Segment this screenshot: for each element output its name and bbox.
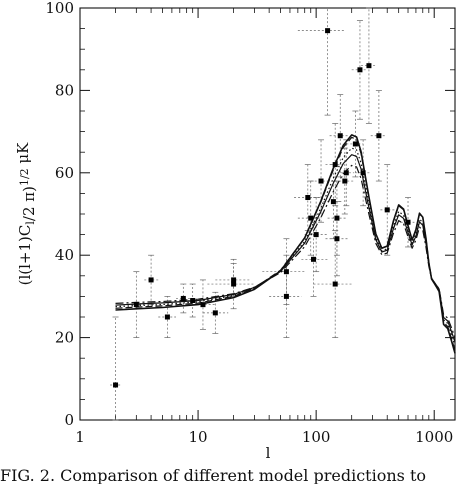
data-point bbox=[190, 298, 196, 304]
data-point bbox=[164, 314, 170, 320]
data-point bbox=[337, 133, 343, 139]
data-point bbox=[148, 277, 154, 283]
data-point bbox=[342, 178, 348, 184]
model-curve-solid bbox=[115, 154, 456, 343]
figure-caption: FIG. 2. Comparison of different model pr… bbox=[0, 466, 426, 484]
data-point bbox=[283, 293, 289, 299]
tick-labels: 1 10 100 1000 0 20 40 60 80 100 bbox=[45, 0, 453, 446]
data-point bbox=[334, 236, 340, 242]
data-point bbox=[313, 232, 319, 238]
data-point bbox=[200, 302, 206, 308]
data-point bbox=[330, 199, 336, 205]
plot-frame bbox=[79, 7, 456, 421]
data-point bbox=[360, 170, 366, 176]
model-curve-dashdot bbox=[115, 164, 456, 338]
x-tick-label: 10 bbox=[189, 428, 208, 446]
x-tick-label: 1000 bbox=[415, 428, 453, 446]
data-point bbox=[305, 195, 311, 201]
data-point bbox=[231, 277, 237, 283]
data-point bbox=[332, 281, 338, 287]
data-point bbox=[352, 141, 358, 147]
data-points bbox=[113, 28, 411, 388]
x-tick-label: 1 bbox=[75, 428, 85, 446]
data-point bbox=[405, 219, 411, 225]
data-point bbox=[231, 281, 237, 287]
data-point bbox=[113, 382, 119, 388]
model-curves bbox=[115, 134, 456, 354]
data-point bbox=[332, 162, 338, 168]
y-axis-label: (l(l+1)Cl/2 π)1/2 μK bbox=[14, 142, 38, 286]
y-tick-label: 80 bbox=[55, 81, 74, 99]
y-tick-label: 60 bbox=[55, 164, 74, 182]
axis-ticks bbox=[79, 7, 455, 421]
x-tick-label: 100 bbox=[302, 428, 331, 446]
data-point bbox=[384, 207, 390, 213]
data-point bbox=[318, 178, 324, 184]
y-tick-label: 0 bbox=[64, 411, 74, 429]
data-point bbox=[366, 63, 372, 69]
data-point bbox=[311, 256, 317, 262]
data-point bbox=[357, 67, 363, 73]
data-point bbox=[283, 269, 289, 275]
chart: 1 10 100 1000 0 20 40 60 80 100 l (l(l+1)Cl/2 π)1… bbox=[14, 0, 456, 462]
data-point bbox=[212, 310, 218, 316]
data-point bbox=[180, 295, 186, 301]
data-point bbox=[325, 28, 331, 34]
data-point bbox=[376, 133, 382, 139]
plot-border bbox=[79, 7, 456, 421]
model-curve-solid bbox=[115, 134, 456, 354]
data-point bbox=[334, 215, 340, 221]
data-point bbox=[308, 215, 314, 221]
y-tick-label: 40 bbox=[55, 246, 74, 264]
y-tick-label: 100 bbox=[45, 0, 74, 17]
data-point bbox=[343, 170, 349, 176]
x-axis-label: l bbox=[266, 444, 271, 462]
y-tick-label: 20 bbox=[55, 329, 74, 347]
data-point bbox=[133, 302, 139, 308]
